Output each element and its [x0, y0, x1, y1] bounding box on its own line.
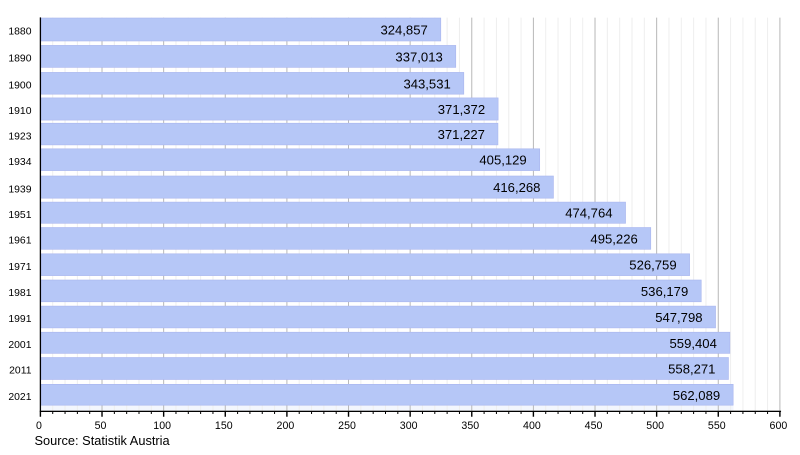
svg-text:495,226: 495,226 [590, 231, 637, 246]
svg-text:1910: 1910 [8, 106, 31, 117]
svg-text:1939: 1939 [8, 184, 31, 195]
svg-text:343,531: 343,531 [403, 76, 450, 91]
svg-text:559,404: 559,404 [670, 336, 717, 351]
svg-text:1934: 1934 [8, 157, 31, 168]
svg-text:50: 50 [95, 420, 107, 432]
svg-text:1991: 1991 [8, 314, 31, 325]
svg-text:2001: 2001 [8, 340, 31, 351]
svg-text:400: 400 [523, 420, 541, 432]
svg-text:416,268: 416,268 [493, 180, 540, 195]
svg-text:371,227: 371,227 [438, 127, 485, 142]
svg-text:450: 450 [585, 420, 603, 432]
svg-text:547,798: 547,798 [655, 310, 702, 325]
svg-text:1971: 1971 [8, 262, 31, 273]
svg-text:1961: 1961 [8, 236, 31, 247]
svg-text:500: 500 [646, 420, 664, 432]
svg-text:526,759: 526,759 [629, 258, 676, 273]
svg-text:150: 150 [215, 420, 233, 432]
svg-text:1981: 1981 [8, 288, 31, 299]
svg-text:350: 350 [461, 420, 479, 432]
svg-text:1923: 1923 [8, 131, 31, 142]
svg-text:300: 300 [400, 420, 418, 432]
svg-text:324,857: 324,857 [380, 23, 427, 38]
svg-text:250: 250 [338, 420, 356, 432]
svg-text:0: 0 [36, 420, 42, 432]
svg-text:200: 200 [277, 420, 295, 432]
svg-text:600: 600 [770, 420, 788, 432]
svg-text:550: 550 [708, 420, 726, 432]
svg-text:474,764: 474,764 [565, 206, 612, 221]
svg-text:405,129: 405,129 [479, 153, 526, 168]
svg-text:1951: 1951 [8, 210, 31, 221]
svg-text:100: 100 [153, 420, 171, 432]
svg-text:2011: 2011 [9, 366, 32, 377]
svg-text:2021: 2021 [8, 392, 31, 403]
svg-text:337,013: 337,013 [395, 49, 442, 64]
svg-text:536,179: 536,179 [641, 284, 688, 299]
svg-text:1900: 1900 [8, 81, 31, 92]
svg-text:Source: Statistik Austria: Source: Statistik Austria [35, 433, 171, 448]
svg-text:1880: 1880 [8, 27, 31, 38]
svg-text:371,372: 371,372 [438, 102, 485, 117]
svg-text:562,089: 562,089 [673, 388, 720, 403]
svg-text:1890: 1890 [8, 54, 31, 65]
svg-text:558,271: 558,271 [668, 362, 715, 377]
